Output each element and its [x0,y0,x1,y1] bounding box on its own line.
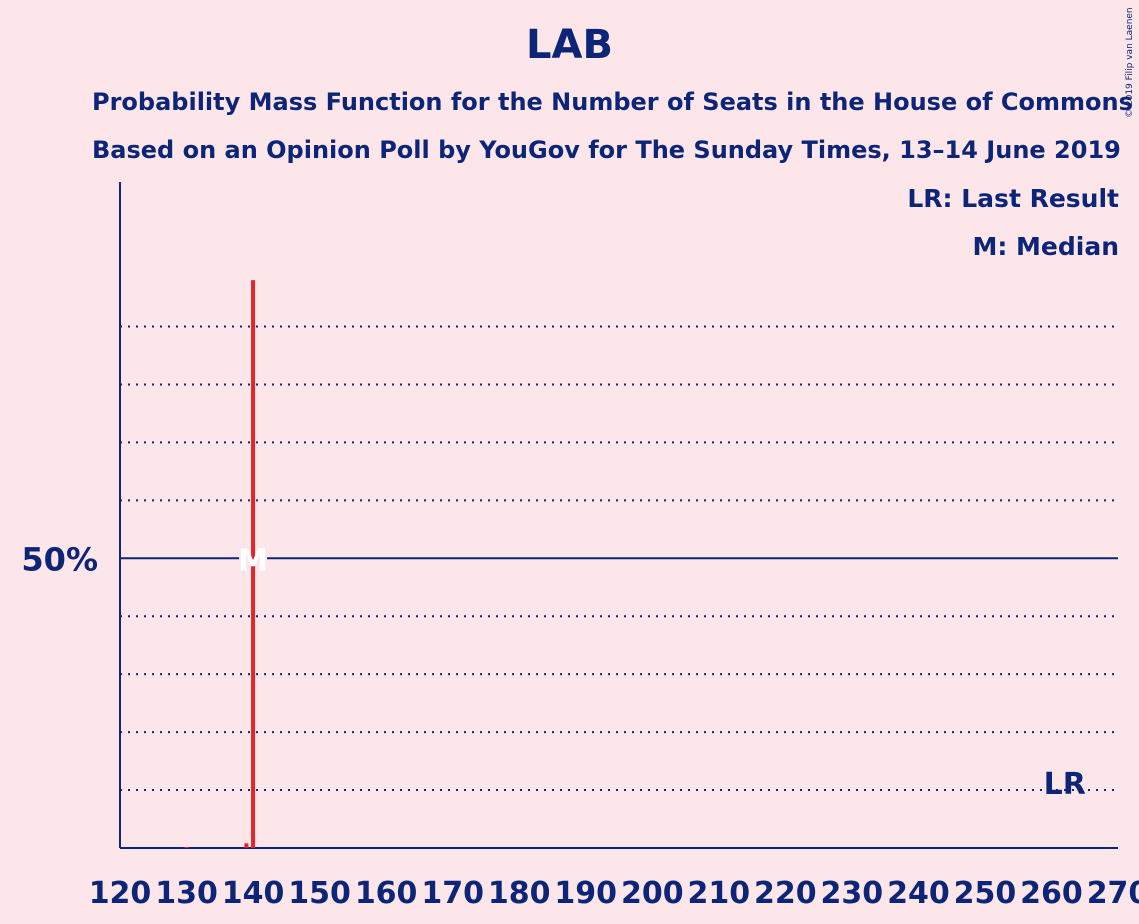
legend-median: M: Median [972,232,1119,261]
bar-140 [251,280,256,848]
chart-title: LAB [526,22,613,68]
bar-130 [184,847,189,848]
last-result-marker: LR [1044,767,1086,802]
x-tick-label-120: 120 [89,876,152,911]
x-tick-label-170: 170 [421,876,484,911]
x-tick-label-220: 220 [754,876,817,911]
x-tick-label-150: 150 [288,876,351,911]
x-tick-label-200: 200 [621,876,684,911]
median-marker: M [238,543,268,578]
x-tick-label-250: 250 [954,876,1017,911]
x-tick-label-160: 160 [355,876,418,911]
x-tick-label-260: 260 [1020,876,1083,911]
chart-subtitle-line2: Based on an Opinion Poll by YouGov for T… [92,136,1121,164]
x-tick-label-210: 210 [687,876,750,911]
x-tick-label-190: 190 [554,876,617,911]
x-tick-label-240: 240 [887,876,950,911]
x-tick-label-130: 130 [155,876,218,911]
x-tick-label-180: 180 [488,876,551,911]
x-tick-label-270: 270 [1087,876,1139,911]
legend-last-result: LR: Last Result [907,184,1119,213]
y-tick-label-50: 50% [21,540,98,578]
bar-139 [244,843,249,848]
x-tick-label-140: 140 [222,876,285,911]
x-tick-label-230: 230 [821,876,884,911]
chart-subtitle-line1: Probability Mass Function for the Number… [92,88,1133,116]
